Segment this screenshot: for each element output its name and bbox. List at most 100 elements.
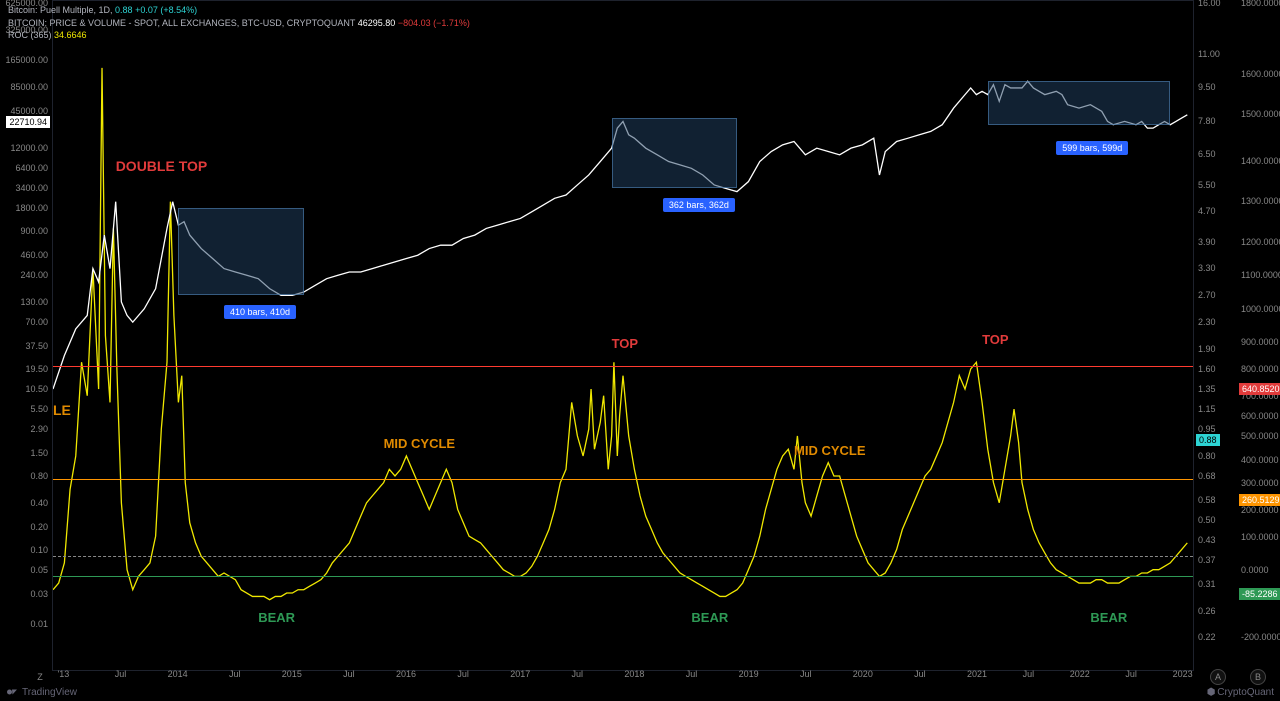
- y-tick-left: 70.00: [25, 317, 48, 327]
- date-range-label: 362 bars, 362d: [663, 198, 735, 212]
- series1-title: Bitcoin: Puell Multiple, 1D,: [8, 5, 115, 15]
- y-tick-r2: 1100.0000: [1241, 270, 1280, 280]
- x-tick: Jul: [457, 669, 469, 679]
- y-tick-r1: 0.31: [1198, 579, 1216, 589]
- y-tick-r1: 0.22: [1198, 632, 1216, 642]
- x-tick: 2018: [624, 669, 644, 679]
- date-range-label: 410 bars, 410d: [224, 305, 296, 319]
- y-tick-r2: 1000.0000: [1241, 304, 1280, 314]
- y-tick-left: 0.01: [30, 619, 48, 629]
- y-tick-r2: 900.0000: [1241, 337, 1279, 347]
- y-tick-r1: 0.68: [1198, 471, 1216, 481]
- x-tick: Jul: [229, 669, 241, 679]
- y-tick-left: 10.50: [25, 384, 48, 394]
- y-tick-r1: 1.60: [1198, 364, 1216, 374]
- cryptoquant-logo[interactable]: ⬢ CryptoQuant: [1207, 687, 1274, 698]
- y-tick-r1: 2.30: [1198, 317, 1216, 327]
- chart-annotation: DOUBLE TOP: [116, 158, 208, 174]
- chart-header: Bitcoin: Puell Multiple, 1D, 0.88 +0.07 …: [8, 4, 470, 42]
- value-badge-r1: 0.88: [1196, 434, 1220, 446]
- horizontal-line: [53, 479, 1193, 480]
- y-tick-r1: 1.35: [1198, 384, 1216, 394]
- y-tick-r2: 800.0000: [1241, 364, 1279, 374]
- y-tick-r1: 0.58: [1198, 495, 1216, 505]
- y-tick-r1: 4.70: [1198, 206, 1216, 216]
- x-tick: Jul: [1125, 669, 1137, 679]
- y-tick-left: 165000.00: [5, 55, 48, 65]
- y-tick-r1: 5.50: [1198, 180, 1216, 190]
- x-tick: Jul: [343, 669, 355, 679]
- y-tick-left: 45000.00: [10, 106, 48, 116]
- y-tick-left: 0.10: [30, 545, 48, 555]
- x-tick: 2017: [510, 669, 530, 679]
- chart-annotation: MID CYCLE: [794, 443, 866, 458]
- series3-title: ROC (365): [8, 30, 52, 40]
- scale-a-button[interactable]: A: [1210, 669, 1226, 685]
- y-tick-left: 12000.00: [10, 143, 48, 153]
- value-badge-r2: -85.2286: [1239, 588, 1280, 600]
- chart-annotation: BEAR: [691, 610, 728, 625]
- y-tick-r1: 9.50: [1198, 82, 1216, 92]
- y-tick-r1: 16.00: [1198, 0, 1221, 8]
- y-tick-left: 900.00: [20, 226, 48, 236]
- date-range-box[interactable]: [178, 208, 303, 295]
- x-tick: Jul: [914, 669, 926, 679]
- y-tick-r1: 3.90: [1198, 237, 1216, 247]
- horizontal-line: [53, 576, 1193, 577]
- y-tick-r2: 1300.0000: [1241, 196, 1280, 206]
- y-axis-left[interactable]: 625000.00325000.00165000.0085000.0045000…: [0, 0, 52, 671]
- x-tick: 2022: [1070, 669, 1090, 679]
- plot-area[interactable]: 410 bars, 410d 362 bars, 362d 599 bars, 59…: [52, 0, 1194, 671]
- y-tick-left: 2.90: [30, 424, 48, 434]
- tradingview-icon: [6, 686, 18, 698]
- y-tick-r2: -200.0000: [1241, 632, 1280, 642]
- chart-annotation: MID CYCLE: [384, 436, 456, 451]
- date-range-box[interactable]: [988, 81, 1170, 124]
- y-tick-left: 1800.00: [15, 203, 48, 213]
- y-tick-r2: 1600.0000: [1241, 69, 1280, 79]
- y-tick-r2: 600.0000: [1241, 411, 1279, 421]
- y-tick-left: 130.00: [20, 297, 48, 307]
- y-tick-r1: 1.90: [1198, 344, 1216, 354]
- chart-footer: TradingView ⬢ CryptoQuant: [6, 685, 1274, 699]
- y-tick-r2: 1800.0000: [1241, 0, 1280, 8]
- scale-b-button[interactable]: B: [1250, 669, 1266, 685]
- tradingview-logo[interactable]: TradingView: [6, 686, 77, 698]
- price-badge-left: 22710.94: [6, 116, 50, 128]
- y-tick-r1: 0.50: [1198, 515, 1216, 525]
- x-axis[interactable]: '13Jul2014Jul2015Jul2016Jul2017Jul2018Ju…: [52, 669, 1194, 683]
- x-tick: Jul: [800, 669, 812, 679]
- cryptoquant-label: CryptoQuant: [1217, 687, 1274, 698]
- chart-container: Bitcoin: Puell Multiple, 1D, 0.88 +0.07 …: [0, 0, 1280, 701]
- y-tick-r2: 1400.0000: [1241, 156, 1280, 166]
- x-tick: 2016: [396, 669, 416, 679]
- y-axis-right-2[interactable]: 1800.0000 1600.0000 1500.0000 1400.0000 1300…: [1237, 0, 1280, 671]
- y-tick-r1: 1.15: [1198, 404, 1216, 414]
- timezone-indicator[interactable]: Z: [32, 670, 48, 684]
- y-tick-left: 85000.00: [10, 82, 48, 92]
- y-tick-r2: 400.0000: [1241, 455, 1279, 465]
- y-tick-left: 0.05: [30, 565, 48, 575]
- chart-annotation: TOP: [612, 336, 639, 351]
- y-tick-r1: 11.00: [1198, 49, 1220, 59]
- series2-value: 46295.80: [358, 18, 396, 28]
- y-tick-left: 1.50: [30, 448, 48, 458]
- y-tick-r1: 0.80: [1198, 451, 1216, 461]
- chart-annotation: TOP: [982, 332, 1009, 347]
- y-tick-left: 240.00: [20, 270, 48, 280]
- y-tick-r2: 500.0000: [1241, 431, 1279, 441]
- y-tick-r1: 2.70: [1198, 290, 1216, 300]
- y-tick-r1: 3.30: [1198, 263, 1216, 273]
- chart-annotation: BEAR: [1090, 610, 1127, 625]
- series2-change: −804.03 (−1.71%): [398, 18, 470, 28]
- horizontal-line: [53, 556, 1193, 557]
- x-tick: 2019: [739, 669, 759, 679]
- y-tick-r2: 1500.0000: [1241, 109, 1280, 119]
- y-tick-left: 19.50: [25, 364, 48, 374]
- chart-annotation: LE: [53, 402, 71, 418]
- x-tick: 2021: [967, 669, 987, 679]
- date-range-box[interactable]: [612, 118, 737, 188]
- y-axis-right-1[interactable]: 16.0011.009.507.806.505.504.703.903.302.…: [1194, 0, 1237, 671]
- date-range-label: 599 bars, 599d: [1056, 141, 1128, 155]
- tradingview-label: TradingView: [22, 687, 77, 698]
